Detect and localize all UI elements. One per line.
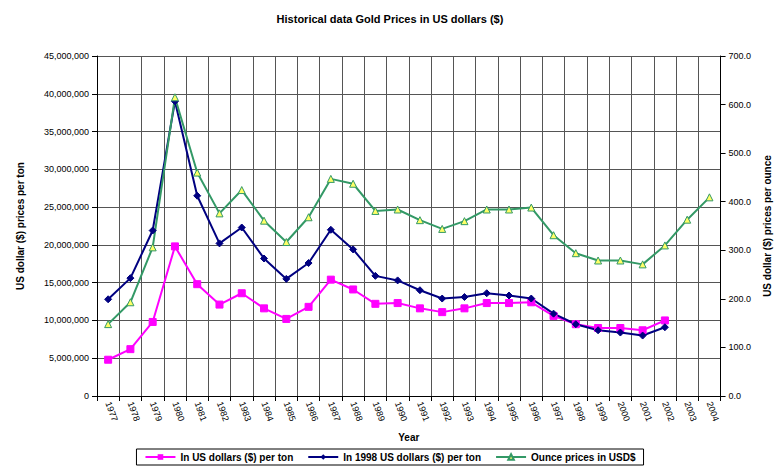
svg-text:1981: 1981	[193, 400, 209, 422]
svg-text:100.0: 100.0	[729, 342, 752, 352]
svg-text:Historical data Gold Prices in: Historical data Gold Prices in US dollar…	[277, 13, 504, 25]
svg-text:1992: 1992	[437, 400, 453, 422]
svg-text:1982: 1982	[215, 400, 231, 422]
svg-text:1991: 1991	[415, 400, 431, 422]
svg-text:1996: 1996	[527, 400, 543, 422]
svg-text:1986: 1986	[304, 400, 320, 422]
svg-text:In US dollars ($) per ton: In US dollars ($) per ton	[180, 452, 293, 463]
svg-text:10,000,000: 10,000,000	[44, 315, 89, 325]
svg-text:600.0: 600.0	[729, 100, 752, 110]
svg-text:1978: 1978	[126, 400, 142, 422]
svg-text:2000: 2000	[616, 400, 632, 422]
svg-text:0.0: 0.0	[729, 391, 742, 401]
svg-text:2003: 2003	[682, 400, 698, 422]
svg-text:In 1998 US dollars ($) per ton: In 1998 US dollars ($) per ton	[343, 452, 481, 463]
svg-text:200.0: 200.0	[729, 294, 752, 304]
svg-text:500.0: 500.0	[729, 148, 752, 158]
svg-text:1984: 1984	[259, 400, 275, 422]
svg-text:2002: 2002	[660, 400, 676, 422]
svg-text:Ounce prices in USD$: Ounce prices in USD$	[531, 452, 636, 463]
svg-text:2001: 2001	[638, 400, 654, 422]
svg-text:1998: 1998	[571, 400, 587, 422]
svg-text:1990: 1990	[393, 400, 409, 422]
svg-text:1979: 1979	[148, 400, 164, 422]
svg-text:1987: 1987	[326, 400, 342, 422]
svg-text:300.0: 300.0	[729, 245, 752, 255]
svg-text:2004: 2004	[705, 400, 721, 422]
svg-text:1977: 1977	[103, 400, 119, 422]
svg-text:30,000,000: 30,000,000	[44, 164, 89, 174]
svg-text:1985: 1985	[282, 400, 298, 422]
svg-text:US dollar ($) prices per ton: US dollar ($) prices per ton	[15, 162, 26, 290]
svg-text:1999: 1999	[593, 400, 609, 422]
svg-text:Year: Year	[398, 432, 419, 443]
svg-text:1989: 1989	[371, 400, 387, 422]
svg-text:25,000,000: 25,000,000	[44, 202, 89, 212]
svg-text:1995: 1995	[504, 400, 520, 422]
svg-text:1997: 1997	[549, 400, 565, 422]
svg-text:5,000,000: 5,000,000	[49, 353, 89, 363]
svg-text:20,000,000: 20,000,000	[44, 240, 89, 250]
svg-text:0: 0	[84, 391, 89, 401]
svg-text:1993: 1993	[460, 400, 476, 422]
svg-text:15,000,000: 15,000,000	[44, 278, 89, 288]
svg-text:1980: 1980	[170, 400, 186, 422]
svg-text:1983: 1983	[237, 400, 253, 422]
svg-text:35,000,000: 35,000,000	[44, 127, 89, 137]
svg-text:700.0: 700.0	[729, 51, 752, 61]
svg-text:40,000,000: 40,000,000	[44, 89, 89, 99]
svg-text:400.0: 400.0	[729, 197, 752, 207]
svg-text:45,000,000: 45,000,000	[44, 51, 89, 61]
svg-text:1988: 1988	[348, 400, 364, 422]
svg-text:US dollar ($) prices per ounce: US dollar ($) prices per ounce	[762, 155, 773, 297]
svg-text:1994: 1994	[482, 400, 498, 422]
